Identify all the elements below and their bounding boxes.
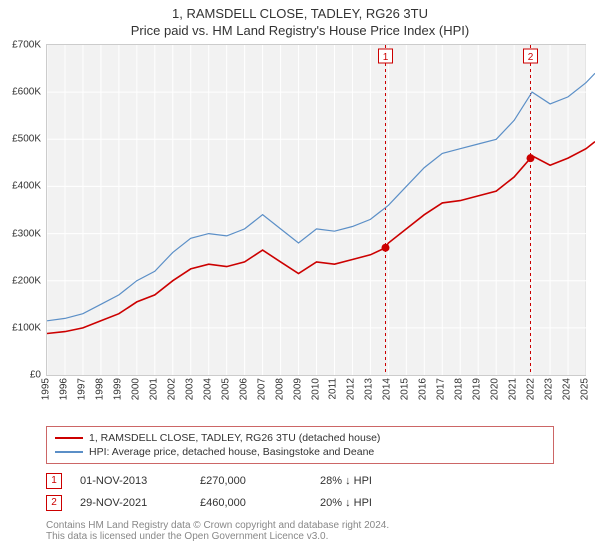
legend-swatch	[55, 451, 83, 453]
x-tick-label: 2018	[454, 378, 465, 400]
legend: 1, RAMSDELL CLOSE, TADLEY, RG26 3TU (det…	[46, 426, 554, 464]
y-tick-label: £700K	[12, 40, 41, 51]
x-axis: 1995199619971998199920002001200220032004…	[46, 376, 586, 422]
marker-date: 01-NOV-2013	[80, 475, 200, 487]
legend-swatch	[55, 437, 83, 439]
x-tick-label: 2025	[580, 378, 591, 400]
marker-delta: 20% ↓ HPI	[320, 497, 440, 509]
marker-delta: 28% ↓ HPI	[320, 475, 440, 487]
x-tick-label: 2019	[472, 378, 483, 400]
x-tick-label: 2000	[130, 378, 141, 400]
footer: Contains HM Land Registry data © Crown c…	[46, 520, 554, 542]
svg-text:2: 2	[528, 52, 534, 63]
y-tick-label: £400K	[12, 181, 41, 192]
x-tick-label: 1997	[76, 378, 87, 400]
x-tick-label: 2001	[148, 378, 159, 400]
y-tick-label: £600K	[12, 87, 41, 98]
marker-index: 2	[46, 495, 62, 511]
x-tick-label: 2020	[490, 378, 501, 400]
x-tick-label: 2023	[544, 378, 555, 400]
x-tick-label: 2015	[400, 378, 411, 400]
x-tick-label: 2009	[292, 378, 303, 400]
svg-text:1: 1	[383, 52, 389, 63]
y-tick-label: £100K	[12, 322, 41, 333]
y-tick-label: £0	[30, 370, 41, 381]
x-tick-label: 1999	[112, 378, 123, 400]
legend-item: 1, RAMSDELL CLOSE, TADLEY, RG26 3TU (det…	[55, 431, 545, 445]
chart: £0£100K£200K£300K£400K£500K£600K£700K 12	[46, 44, 586, 376]
marker-price: £460,000	[200, 497, 320, 509]
marker-price: £270,000	[200, 475, 320, 487]
y-tick-label: £200K	[12, 275, 41, 286]
x-tick-label: 2008	[274, 378, 285, 400]
marker-row: 2 29-NOV-2021£460,00020% ↓ HPI	[46, 492, 554, 514]
x-tick-label: 2024	[562, 378, 573, 400]
page-title: 1, RAMSDELL CLOSE, TADLEY, RG26 3TU	[10, 6, 590, 21]
x-tick-label: 2005	[220, 378, 231, 400]
footer-line: Contains HM Land Registry data © Crown c…	[46, 520, 554, 531]
x-tick-label: 2004	[202, 378, 213, 400]
page-subtitle: Price paid vs. HM Land Registry's House …	[10, 23, 590, 38]
marker-table: 1 01-NOV-2013£270,00028% ↓ HPI 2 29-NOV-202…	[46, 470, 554, 514]
x-tick-label: 2014	[382, 378, 393, 400]
legend-label: 1, RAMSDELL CLOSE, TADLEY, RG26 3TU (det…	[89, 432, 380, 444]
marker-index: 1	[46, 473, 62, 489]
y-axis: £0£100K£200K£300K£400K£500K£600K£700K	[7, 45, 45, 375]
y-tick-label: £500K	[12, 134, 41, 145]
x-tick-label: 2007	[256, 378, 267, 400]
x-tick-label: 2013	[364, 378, 375, 400]
y-tick-label: £300K	[12, 228, 41, 239]
x-tick-label: 2021	[508, 378, 519, 400]
marker-date: 29-NOV-2021	[80, 497, 200, 509]
x-tick-label: 1995	[41, 378, 52, 400]
x-tick-label: 2003	[184, 378, 195, 400]
legend-item: HPI: Average price, detached house, Basi…	[55, 445, 545, 459]
x-tick-label: 2011	[328, 378, 339, 400]
x-tick-label: 1996	[58, 378, 69, 400]
legend-label: HPI: Average price, detached house, Basi…	[89, 446, 374, 458]
x-tick-label: 2006	[238, 378, 249, 400]
footer-line: This data is licensed under the Open Gov…	[46, 531, 554, 542]
x-tick-label: 1998	[94, 378, 105, 400]
x-tick-label: 2012	[346, 378, 357, 400]
x-tick-label: 2017	[436, 378, 447, 400]
marker-row: 1 01-NOV-2013£270,00028% ↓ HPI	[46, 470, 554, 492]
x-tick-label: 2002	[166, 378, 177, 400]
x-tick-label: 2010	[310, 378, 321, 400]
x-tick-label: 2022	[526, 378, 537, 400]
x-tick-label: 2016	[418, 378, 429, 400]
